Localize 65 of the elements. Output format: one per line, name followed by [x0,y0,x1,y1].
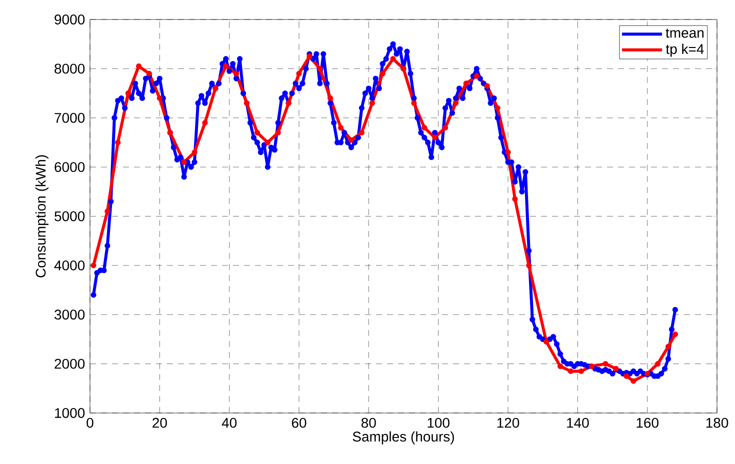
x-tick-label: 100 [428,418,450,428]
point [380,70,386,76]
point [526,262,532,268]
point [317,66,323,72]
point [146,70,152,76]
point [474,73,480,79]
x-tick-label: 140 [567,418,589,428]
point [338,124,344,131]
y-tick-label: 4000 [54,260,85,270]
x-tick-label: 80 [361,418,376,428]
y-tick-label: 2000 [54,358,85,369]
point [442,124,448,131]
point [369,100,375,106]
y-tick-label: 3000 [54,310,85,320]
point [624,373,630,379]
point [234,70,240,76]
point [672,332,678,338]
point [156,95,162,101]
x-tick-label: 160 [636,418,658,428]
point [192,150,198,156]
point [452,100,459,106]
point [296,70,302,76]
point [512,196,518,202]
point [411,100,417,106]
point [578,368,584,374]
point [202,120,208,126]
point [484,83,490,89]
point [358,130,365,136]
x-tick-label: 20 [152,418,167,428]
y-axis-title: Consumption (kWh) [35,155,48,278]
y-tick-label: 6000 [54,162,85,172]
point [115,140,121,146]
point [557,363,564,370]
legend-label: tp k=4 [666,44,704,57]
point [654,361,661,367]
point [630,378,636,384]
y-tick-label: 5000 [54,211,85,222]
point [254,130,260,136]
y-tick-label: 1000 [55,408,85,418]
point [90,262,96,268]
y-tick-label: 8000 [54,64,85,74]
point [264,140,270,146]
x-tick-label: 180 [706,418,728,428]
x-tick-label: 40 [222,418,237,428]
point [275,130,281,136]
point [568,368,574,374]
point [390,56,396,62]
point [181,159,187,165]
x-axis-title: Samples (hours) [352,431,454,444]
y-tick-label: 9000 [54,14,85,24]
y-tick-label: 7000 [54,112,85,123]
point [494,105,500,111]
point [104,208,110,214]
point [432,134,438,140]
point [665,344,672,350]
x-tick-label: 60 [292,418,306,428]
point [348,137,354,143]
x-tick-label: 0 [86,418,94,428]
point [422,124,428,131]
point [505,150,511,156]
point [602,361,608,367]
x-tick-label: 120 [497,418,520,428]
legend-label: tmean [666,28,704,38]
point [306,54,312,60]
point [328,95,334,101]
